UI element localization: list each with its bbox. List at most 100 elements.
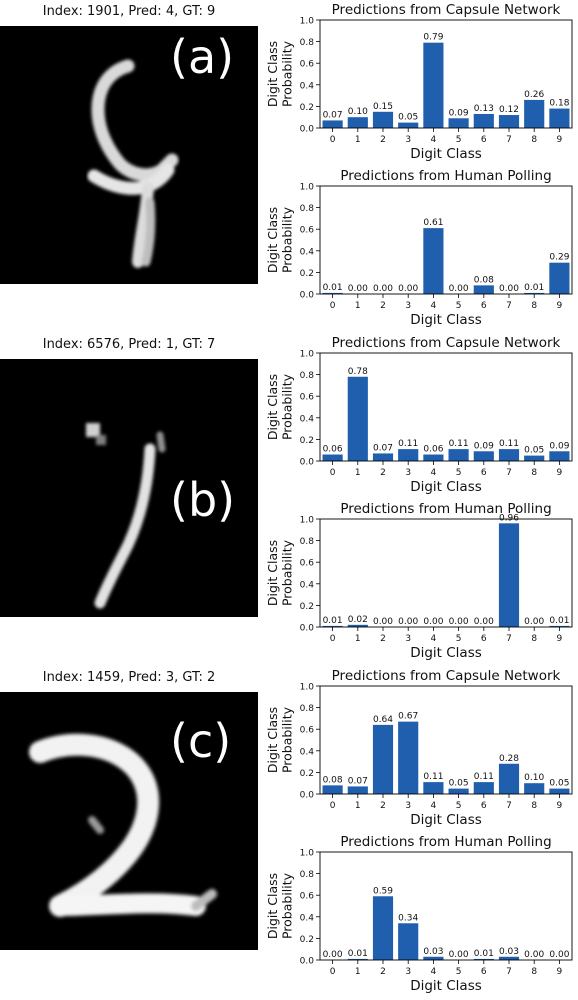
bar-chart: Predictions from Capsule Network 0.0 0.2 0.… <box>265 335 573 495</box>
y-axis-label: Digit ClassProbability <box>265 706 294 773</box>
data-label: 0.00 <box>449 284 469 294</box>
data-label: 0.11 <box>398 439 418 449</box>
y-tick-label: 0.8 <box>300 371 315 381</box>
x-tick-label: 7 <box>506 135 512 145</box>
y-tick-label: 1.0 <box>300 516 315 526</box>
y-tick-label: 0.4 <box>300 747 315 757</box>
data-label: 0.00 <box>373 617 393 627</box>
data-label: 0.00 <box>348 284 368 294</box>
data-label: 0.79 <box>423 33 443 43</box>
chart-human-polling-c: Predictions from Human Polling 0.0 0.2 0.4 0… <box>256 832 578 998</box>
x-tick-label: 4 <box>431 301 437 311</box>
y-tick-label: 1.0 <box>300 17 315 27</box>
y-axis-label-line: Probability <box>280 206 295 273</box>
x-axis-label: Digit Class <box>410 645 482 661</box>
y-tick-label: 0.2 <box>300 436 314 446</box>
x-tick-label: 1 <box>355 135 361 145</box>
panel-c: Index: 1459, Pred: 3, GT: 2 (c) Predicti… <box>0 666 578 999</box>
x-tick-label: 2 <box>380 301 386 311</box>
data-label: 0.01 <box>474 949 494 959</box>
data-label: 0.01 <box>524 283 544 293</box>
image-title: Index: 1459, Pred: 3, GT: 2 <box>42 670 216 685</box>
chart-capsule-network-b: Predictions from Capsule Network 0.0 0.2 0.… <box>256 333 578 499</box>
x-tick-label: 4 <box>431 801 437 811</box>
y-tick-label: 0.8 <box>300 204 315 214</box>
axes-frame <box>319 685 573 795</box>
data-label: 0.00 <box>449 950 469 960</box>
x-tick-label: 2 <box>380 801 386 811</box>
y-tick-label: 0.4 <box>300 414 315 424</box>
x-tick-label: 8 <box>531 801 537 811</box>
y-tick-label: 0.2 <box>300 269 314 279</box>
panel-a: Index: 1901, Pred: 4, GT: 9 (a) Predicti… <box>0 0 578 333</box>
panel-letter: (c) <box>170 714 232 768</box>
bar <box>347 117 368 128</box>
x-tick-label: 3 <box>405 468 411 478</box>
y-tick-label: 0.8 <box>300 870 315 880</box>
data-label: 0.00 <box>449 617 469 627</box>
y-axis-label: Digit ClassProbability <box>265 206 294 273</box>
y-axis-label-line: Digit Class <box>265 374 280 440</box>
data-label: 0.96 <box>499 513 519 523</box>
y-axis-label-line: Digit Class <box>265 41 280 107</box>
bar <box>473 451 494 461</box>
y-axis-label-line: Digit Class <box>265 873 280 939</box>
data-label: 0.26 <box>524 90 544 100</box>
bar <box>423 454 444 461</box>
y-axis-label-line: Digit Class <box>265 707 280 773</box>
y-tick-label: 0.6 <box>300 393 315 403</box>
y-tick-label: 1.0 <box>300 849 315 859</box>
data-label: 0.00 <box>373 284 393 294</box>
x-tick-label: 9 <box>557 801 563 811</box>
x-tick-label: 6 <box>481 135 487 145</box>
bar <box>372 111 394 128</box>
data-label: 0.61 <box>423 218 443 228</box>
bar <box>524 292 545 294</box>
bar <box>347 376 368 461</box>
bar <box>347 624 368 627</box>
bar <box>423 228 444 294</box>
y-tick-label: 0.6 <box>300 60 315 70</box>
y-axis-label-line: Probability <box>280 706 295 773</box>
x-tick-label: 7 <box>506 301 512 311</box>
bar-chart: Predictions from Human Polling 0.0 0.2 0.4 0… <box>265 168 573 328</box>
bar <box>473 958 494 960</box>
digit-image <box>0 26 258 284</box>
x-tick-label: 8 <box>531 967 537 977</box>
data-label: 0.11 <box>423 772 443 782</box>
data-label: 0.09 <box>549 441 569 451</box>
chart-human-polling-a: Predictions from Human Polling 0.0 0.2 0.4 0… <box>256 166 578 332</box>
chart-title: Predictions from Capsule Network <box>332 2 561 18</box>
y-tick-label: 0.4 <box>300 580 315 590</box>
y-tick-label: 0.2 <box>300 103 314 113</box>
x-axis-label: Digit Class <box>410 479 482 495</box>
y-tick-label: 0.0 <box>300 957 315 967</box>
y-tick-label: 0.0 <box>300 791 315 801</box>
x-tick-label: 9 <box>557 135 563 145</box>
y-axis-label-line: Probability <box>280 40 295 107</box>
bar <box>372 896 394 960</box>
data-label: 0.11 <box>449 439 469 449</box>
bar <box>473 285 494 294</box>
bar <box>423 956 444 960</box>
bar <box>448 118 469 128</box>
data-label: 0.01 <box>348 949 368 959</box>
x-tick-label: 2 <box>380 967 386 977</box>
data-label: 0.01 <box>549 616 569 626</box>
bar <box>524 455 545 461</box>
bar <box>549 108 570 128</box>
data-label: 0.64 <box>373 715 393 725</box>
x-tick-label: 6 <box>481 301 487 311</box>
y-tick-label: 0.8 <box>300 38 315 48</box>
data-label: 0.11 <box>499 439 519 449</box>
data-label: 0.18 <box>549 99 569 109</box>
bar <box>398 449 419 461</box>
y-tick-label: 0.6 <box>300 226 315 236</box>
data-label: 0.08 <box>474 275 494 285</box>
digit-image <box>0 692 258 950</box>
y-tick-label: 0.0 <box>300 125 315 135</box>
data-label: 0.11 <box>474 772 494 782</box>
x-tick-label: 3 <box>405 967 411 977</box>
axes-frame <box>319 518 573 628</box>
data-label: 0.34 <box>398 913 418 923</box>
